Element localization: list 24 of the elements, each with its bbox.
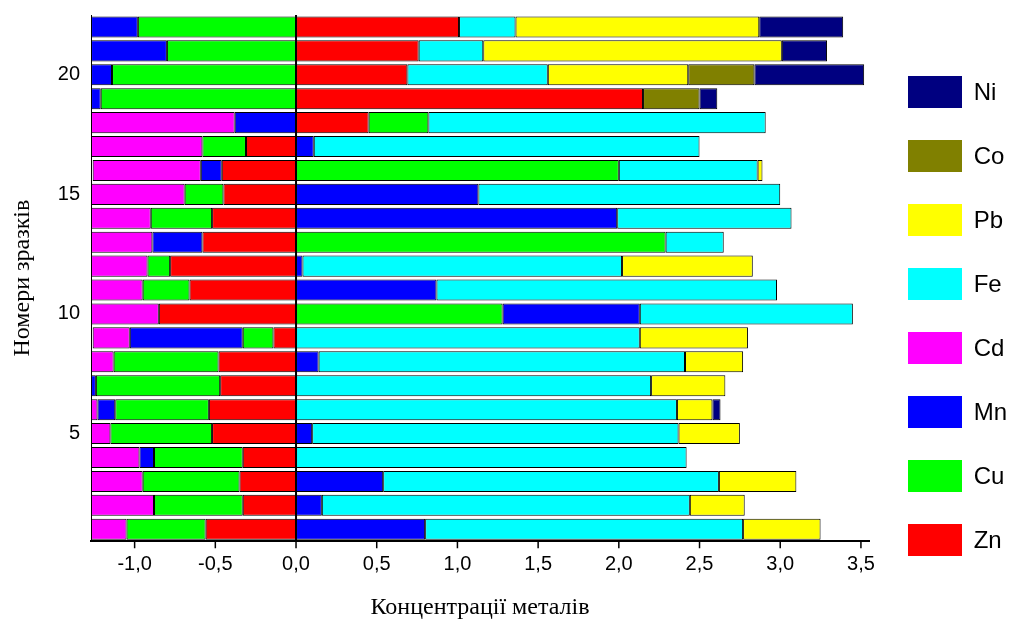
y-axis-title: Номери зразків [7,199,34,357]
y-tick-label: 15 [57,181,81,204]
x-tick-label: 2,5 [685,551,714,574]
x-tick-label: -1,0 [117,551,152,574]
y-tick-label: 20 [57,62,81,85]
legend-label: Co [973,142,1005,170]
x-tick-label: 3,0 [766,551,795,574]
legend-label: Cd [973,334,1005,362]
x-tick-label: -0,5 [198,551,233,574]
x-tick-label: 1,0 [443,551,472,574]
legend-label: Mn [973,398,1007,426]
legend-label: Fe [973,270,1002,298]
y-tick-label: 10 [57,301,81,324]
y-tick-label: 5 [68,421,81,444]
x-tick-label: 0,0 [282,551,310,574]
legend-label: Pb [973,206,1004,234]
legend-label: Ni [973,78,997,106]
legend-label: Cu [973,462,1005,490]
x-tick-label: 3,5 [847,551,875,574]
x-tick-label: 0,5 [362,551,391,574]
legend-label: Zn [973,526,1002,554]
x-axis-title: Концентрації металів [370,592,590,619]
x-tick-label: 2,0 [604,551,633,574]
x-tick-label: 1,5 [524,551,553,574]
